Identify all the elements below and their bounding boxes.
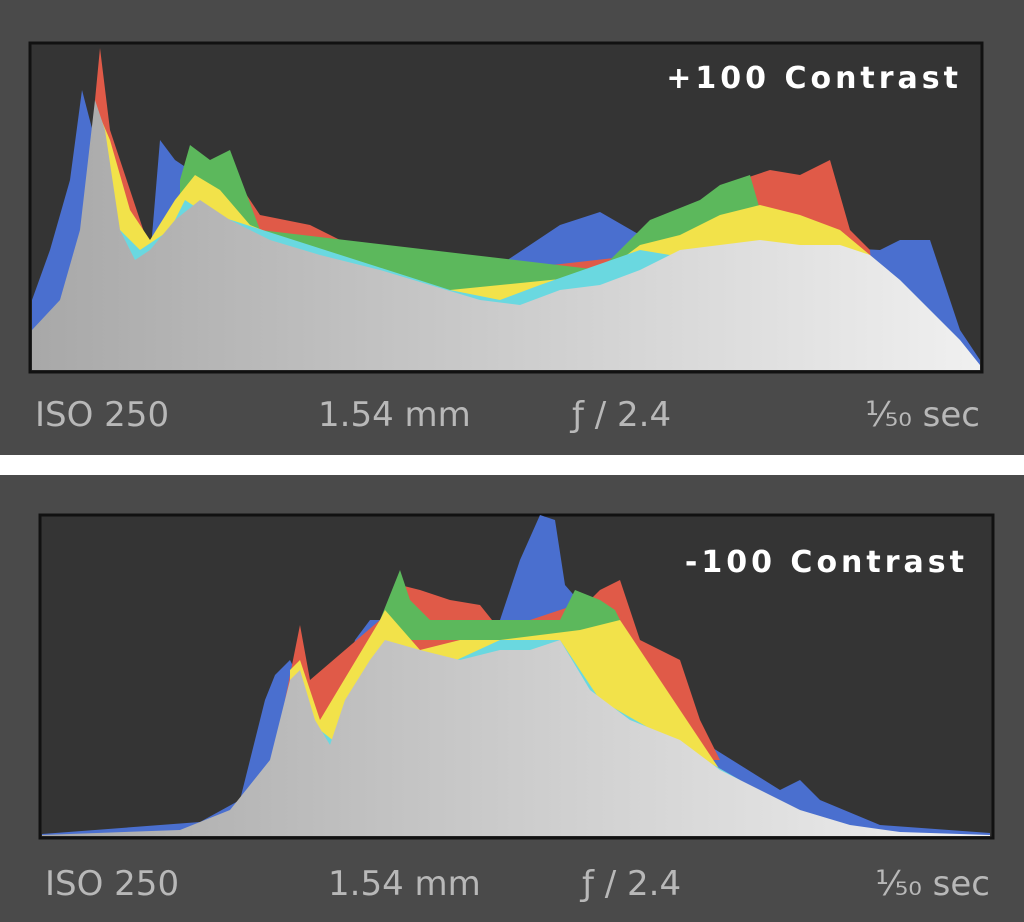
- iso: ISO 250: [45, 864, 179, 904]
- panel-label: -100 Contrast: [685, 545, 968, 580]
- histogram: [42, 515, 990, 836]
- aperture: ƒ / 2.4: [569, 395, 671, 435]
- focal-length: 1.54 mm: [318, 395, 471, 435]
- iso: ISO 250: [35, 395, 169, 435]
- aperture: ƒ / 2.4: [579, 864, 681, 904]
- histogram: [32, 48, 980, 370]
- shutter: ¹⁄₅₀ sec: [875, 864, 990, 904]
- shutter: ¹⁄₅₀ sec: [865, 395, 980, 435]
- panel-label: +100 Contrast: [666, 61, 962, 96]
- focal-length: 1.54 mm: [328, 864, 481, 904]
